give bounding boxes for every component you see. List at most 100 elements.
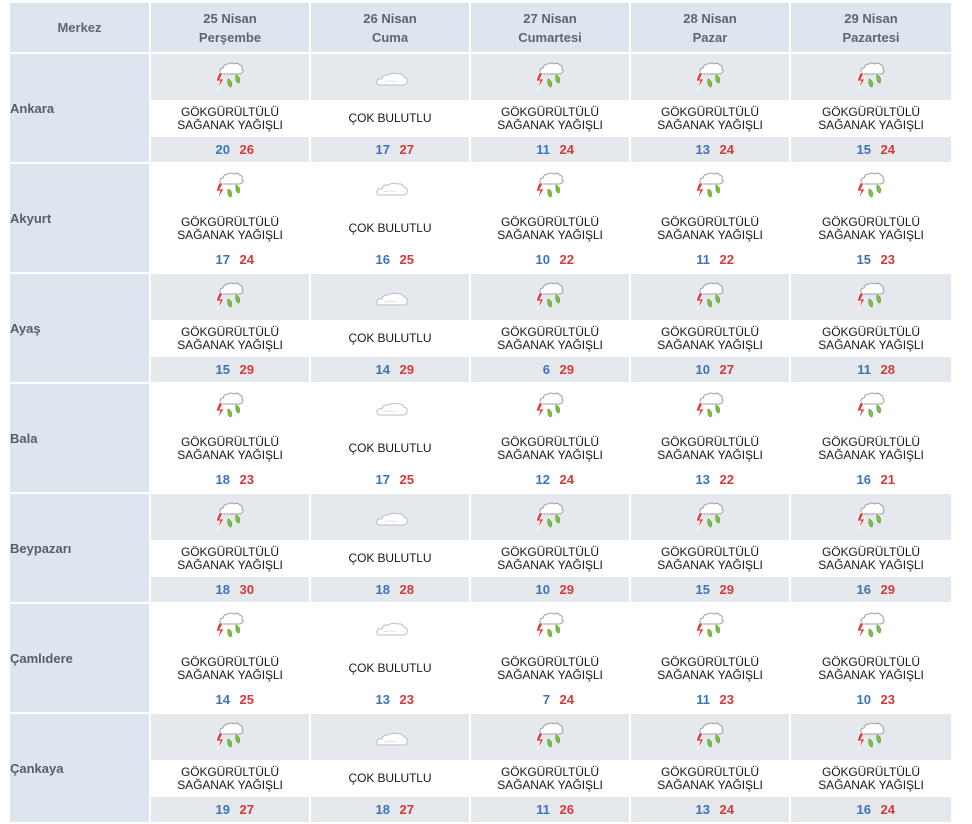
- condition-text: GÖKGÜRÜLTÜLÜ SAĞANAK YAĞIŞLI: [151, 210, 309, 247]
- condition-line-1: GÖKGÜRÜLTÜLÜ: [181, 434, 279, 449]
- table-row: Çamlıdere GÖKGÜRÜLTÜLÜ SAĞANAK YAĞIŞLI 14 25…: [10, 604, 951, 714]
- condition-lines: GÖKGÜRÜLTÜLÜ SAĞANAK YAĞIŞLI: [497, 545, 603, 572]
- condition-line-2: SAĞANAK YAĞIŞLI: [177, 227, 283, 242]
- min-temp: 13: [375, 692, 390, 707]
- condition-lines: GÖKGÜRÜLTÜLÜ SAĞANAK YAĞIŞLI: [497, 655, 603, 682]
- forecast-cell: GÖKGÜRÜLTÜLÜ SAĞANAK YAĞIŞLI 11 28: [791, 274, 951, 384]
- condition-line-2: SAĞANAK YAĞIŞLI: [818, 667, 924, 682]
- condition-text: ÇOK BULUTLU: [311, 320, 469, 357]
- table-row: Ayaş GÖKGÜRÜLTÜLÜ SAĞANAK YAĞIŞLI 15 29 ÇOK B…: [10, 274, 951, 384]
- temperature-band: 16 21: [791, 467, 951, 492]
- condition-line-1: GÖKGÜRÜLTÜLÜ: [661, 214, 759, 229]
- icon-band: [791, 54, 951, 100]
- icon-band: [791, 274, 951, 320]
- min-temp: 18: [215, 582, 230, 597]
- temperature-band: 11 22: [631, 247, 789, 272]
- forecast-cell: GÖKGÜRÜLTÜLÜ SAĞANAK YAĞIŞLI 16 21: [791, 384, 951, 494]
- forecast-cell: ÇOK BULUTLU 17 25: [311, 384, 471, 494]
- condition-line-2: SAĞANAK YAĞIŞLI: [657, 117, 763, 132]
- condition-text: GÖKGÜRÜLTÜLÜ SAĞANAK YAĞIŞLI: [471, 540, 629, 577]
- condition-line-2: SAĞANAK YAĞIŞLI: [657, 337, 763, 352]
- condition-line-1: GÖKGÜRÜLTÜLÜ: [501, 104, 599, 119]
- condition-lines: GÖKGÜRÜLTÜLÜ SAĞANAK YAĞIŞLI: [497, 325, 603, 352]
- condition-line-2: SAĞANAK YAĞIŞLI: [657, 557, 763, 572]
- min-temp: 10: [535, 252, 550, 267]
- condition-line-2: SAĞANAK YAĞIŞLI: [177, 337, 283, 352]
- day-weekday: Pazartesi: [842, 29, 900, 45]
- condition-line-1: ÇOK BULUTLU: [348, 111, 432, 125]
- condition-line-1: GÖKGÜRÜLTÜLÜ: [822, 324, 920, 339]
- condition-line-2: SAĞANAK YAĞIŞLI: [818, 557, 924, 572]
- min-temp: 15: [215, 362, 230, 377]
- condition-lines: GÖKGÜRÜLTÜLÜ SAĞANAK YAĞIŞLI: [657, 324, 763, 352]
- forecast-cell: GÖKGÜRÜLTÜLÜ SAĞANAK YAĞIŞLI 16 24: [791, 714, 951, 824]
- condition-text: GÖKGÜRÜLTÜLÜ SAĞANAK YAĞIŞLI: [471, 320, 629, 357]
- icon-band: [631, 54, 789, 100]
- city-name: Ankara: [10, 54, 151, 164]
- condition-line-1: GÖKGÜRÜLTÜLÜ: [822, 654, 920, 669]
- max-temp: 27: [399, 142, 414, 157]
- condition-line-2: SAĞANAK YAĞIŞLI: [497, 117, 603, 132]
- condition-lines: ÇOK BULUTLU: [349, 552, 432, 565]
- min-temp: 18: [375, 582, 390, 597]
- icon-band: [471, 604, 629, 650]
- min-temp: 17: [375, 472, 390, 487]
- condition-lines: GÖKGÜRÜLTÜLÜ SAĞANAK YAĞIŞLI: [657, 105, 763, 132]
- icon-band: [631, 604, 789, 650]
- icon-band: [151, 604, 309, 650]
- condition-lines: GÖKGÜRÜLTÜLÜ SAĞANAK YAĞIŞLI: [818, 105, 924, 132]
- min-temp: 15: [856, 252, 871, 267]
- table-row: Akyurt GÖKGÜRÜLTÜLÜ SAĞANAK YAĞIŞLI 17 24 ÇOK…: [10, 164, 951, 274]
- min-temp: 17: [215, 252, 230, 267]
- condition-lines: GÖKGÜRÜLTÜLÜ SAĞANAK YAĞIŞLI: [818, 215, 924, 242]
- city-name: Bala: [10, 384, 151, 494]
- day-header: 26 Nisan Cuma: [311, 3, 471, 54]
- icon-band: [471, 494, 629, 540]
- min-temp: 10: [535, 582, 550, 597]
- condition-lines: GÖKGÜRÜLTÜLÜ SAĞANAK YAĞIŞLI: [818, 435, 924, 462]
- icon-band: [471, 714, 629, 760]
- temperature-band: 11 24: [471, 137, 629, 162]
- condition-lines: GÖKGÜRÜLTÜLÜ SAĞANAK YAĞIŞLI: [657, 545, 763, 572]
- condition-line-1: ÇOK BULUTLU: [348, 551, 432, 565]
- day-header: 27 Nisan Cumartesi: [471, 3, 631, 54]
- max-temp: 22: [559, 252, 574, 267]
- temperature-band: 7 24: [471, 687, 629, 712]
- city-name: Çamlıdere: [10, 604, 151, 714]
- condition-lines: GÖKGÜRÜLTÜLÜ SAĞANAK YAĞIŞLI: [497, 215, 603, 242]
- condition-text: GÖKGÜRÜLTÜLÜ SAĞANAK YAĞIŞLI: [471, 760, 629, 797]
- forecast-cell: GÖKGÜRÜLTÜLÜ SAĞANAK YAĞIŞLI 18 30: [151, 494, 311, 604]
- temperature-band: 17 25: [311, 467, 469, 492]
- temperature-band: 13 23: [311, 687, 469, 712]
- forecast-cell: ÇOK BULUTLU 18 27: [311, 714, 471, 824]
- condition-text: GÖKGÜRÜLTÜLÜ SAĞANAK YAĞIŞLI: [631, 320, 789, 357]
- condition-line-2: SAĞANAK YAĞIŞLI: [177, 557, 283, 572]
- condition-text: ÇOK BULUTLU: [311, 210, 469, 247]
- condition-text: ÇOK BULUTLU: [311, 430, 469, 467]
- icon-band: [311, 54, 469, 100]
- icon-band: [791, 384, 951, 430]
- condition-lines: GÖKGÜRÜLTÜLÜ SAĞANAK YAĞIŞLI: [177, 105, 283, 132]
- condition-line-1: GÖKGÜRÜLTÜLÜ: [181, 544, 279, 559]
- max-temp: 28: [880, 362, 895, 377]
- condition-lines: GÖKGÜRÜLTÜLÜ SAĞANAK YAĞIŞLI: [818, 545, 924, 572]
- min-temp: 10: [695, 362, 710, 377]
- condition-line-2: SAĞANAK YAĞIŞLI: [497, 337, 603, 352]
- condition-text: GÖKGÜRÜLTÜLÜ SAĞANAK YAĞIŞLI: [151, 540, 309, 577]
- min-temp: 15: [695, 582, 710, 597]
- max-temp: 25: [239, 692, 254, 707]
- max-temp: 28: [399, 582, 414, 597]
- condition-line-2: SAĞANAK YAĞIŞLI: [177, 667, 283, 682]
- max-temp: 29: [719, 582, 734, 597]
- condition-line-1: GÖKGÜRÜLTÜLÜ: [661, 324, 759, 339]
- condition-line-2: SAĞANAK YAĞIŞLI: [818, 337, 924, 352]
- city-name: Ayaş: [10, 274, 151, 384]
- forecast-table: Merkez 25 Nisan Perşembe 26 Nisan Cuma 27 …: [10, 3, 951, 824]
- condition-line-2: SAĞANAK YAĞIŞLI: [497, 227, 603, 242]
- condition-line-1: GÖKGÜRÜLTÜLÜ: [661, 654, 759, 669]
- max-temp: 23: [880, 692, 895, 707]
- max-temp: 24: [559, 692, 574, 707]
- icon-band: [791, 604, 951, 650]
- condition-line-1: ÇOK BULUTLU: [348, 661, 432, 675]
- condition-text: GÖKGÜRÜLTÜLÜ SAĞANAK YAĞIŞLI: [791, 320, 951, 357]
